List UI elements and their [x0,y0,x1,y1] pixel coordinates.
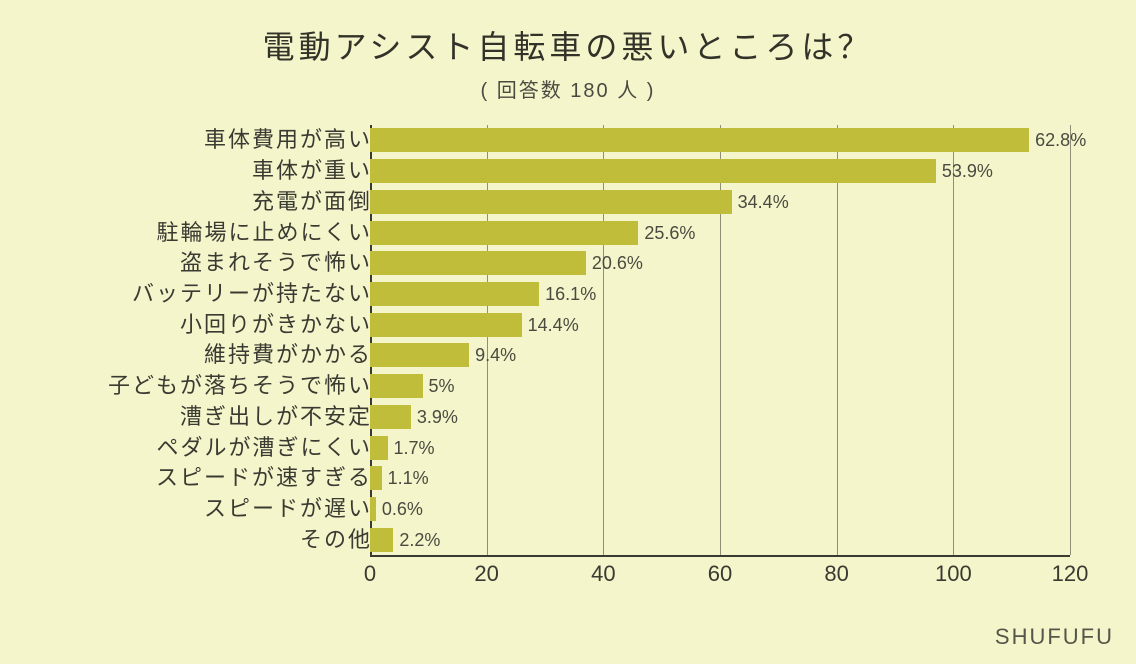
bar-category-label: バッテリーが持たない [62,279,372,309]
bar-category-label: 維持費がかかる [62,340,372,370]
bar-value-label: 25.6% [644,218,695,248]
bar-category-label: 充電が面倒 [62,187,372,217]
bar-value-label: 1.1% [388,463,429,493]
bar-category-label: 車体が重い [62,156,372,186]
x-axis [370,555,1070,557]
bar-value-label: 62.8% [1035,125,1086,155]
bar-row: その他 2.2% [60,525,1080,555]
bar-category-label: 駐輪場に止めにくい [62,218,372,248]
bar-value-label: 34.4% [738,187,789,217]
bar-row: 小回りがきかない 14.4% [60,310,1080,340]
bar [370,190,732,214]
bar-value-label: 2.2% [399,525,440,555]
bar-category-label: その他 [62,525,372,555]
bar-value-label: 5% [429,371,455,401]
watermark: SHUFUFU [995,624,1114,650]
bar [370,343,469,367]
bar-value-label: 16.1% [545,279,596,309]
bar-category-label: 子どもが落ちそうで怖い [62,371,372,401]
bar-category-label: 小回りがきかない [62,310,372,340]
bar-row: 充電が面倒 34.4% [60,187,1080,217]
bar-category-label: スピードが速すぎる [62,463,372,493]
bar-value-label: 1.7% [394,433,435,463]
chart-title: 電動アシスト自転車の悪いところは？ [0,0,1136,68]
bar-category-label: 車体費用が高い [62,125,372,155]
x-tick-label: 60 [708,561,732,587]
bar [370,436,388,460]
bar [370,528,393,552]
bar-row: 車体が重い 53.9% [60,156,1080,186]
chart-subtitle: ( 回答数 180 人 ) [0,74,1136,103]
bar [370,159,936,183]
x-tick-label: 0 [364,561,376,587]
bar-category-label: ペダルが漕ぎにくい [62,433,372,463]
bar-row: 車体費用が高い62.8% [60,125,1080,155]
bar-category-label: 漕ぎ出しが不安定 [62,402,372,432]
bar [370,405,411,429]
bar-row: 漕ぎ出しが不安定 3.9% [60,402,1080,432]
bar-category-label: スピードが遅い [62,494,372,524]
bar [370,251,586,275]
bar [370,466,382,490]
x-tick-label: 120 [1052,561,1089,587]
bar-row: バッテリーが持たない 16.1% [60,279,1080,309]
bar-row: 駐輪場に止めにくい 25.6% [60,218,1080,248]
bar-row: 盗まれそうで怖い 20.6% [60,248,1080,278]
bar-value-label: 20.6% [592,248,643,278]
bar [370,221,638,245]
bar [370,374,423,398]
bar-value-label: 53.9% [942,156,993,186]
bar [370,282,539,306]
bar [370,313,522,337]
bar-value-label: 9.4% [475,340,516,370]
x-tick-label: 40 [591,561,615,587]
bar-row: 維持費がかかる 9.4% [60,340,1080,370]
bar-value-label: 14.4% [528,310,579,340]
bar-row: ペダルが漕ぎにくい 1.7% [60,433,1080,463]
bar-category-label: 盗まれそうで怖い [62,248,372,278]
x-tick-label: 100 [935,561,972,587]
bar-row: 子どもが落ちそうで怖い 5% [60,371,1080,401]
x-tick-label: 80 [824,561,848,587]
bar-row: スピードが遅い 0.6% [60,494,1080,524]
bar-value-label: 0.6% [382,494,423,524]
bar-value-label: 3.9% [417,402,458,432]
bar [370,128,1029,152]
bar [370,497,376,521]
chart-area: 020406080100120車体費用が高い62.8%車体が重い53.9%充電が… [60,125,1080,595]
bar-row: スピードが速すぎる 1.1% [60,463,1080,493]
x-tick-label: 20 [474,561,498,587]
